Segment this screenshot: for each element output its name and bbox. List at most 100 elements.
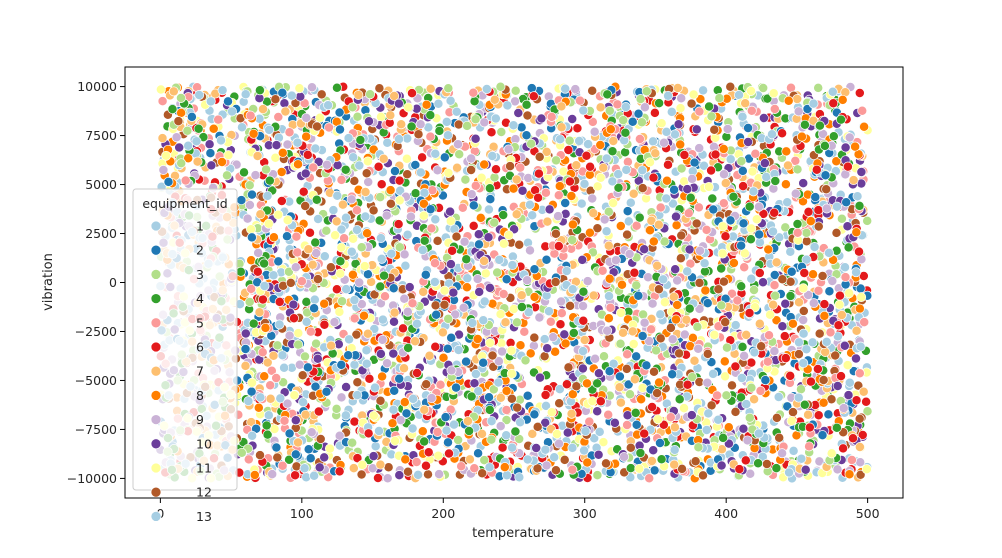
data-point [634, 134, 645, 144]
data-point [769, 346, 780, 357]
data-point [444, 448, 454, 459]
data-point [305, 227, 315, 238]
data-point [529, 264, 540, 275]
data-point [578, 346, 588, 357]
data-point [599, 351, 609, 362]
data-point [382, 473, 393, 484]
data-point [690, 456, 701, 467]
data-point [237, 122, 247, 133]
data-point [544, 306, 554, 317]
data-point [689, 157, 700, 168]
data-point [524, 199, 535, 210]
data-point [293, 339, 304, 350]
data-point [305, 326, 316, 337]
data-point [622, 156, 633, 167]
data-point [571, 160, 582, 171]
data-point [592, 181, 603, 192]
data-point [396, 119, 407, 130]
data-point [243, 454, 254, 465]
data-point [492, 267, 503, 278]
data-point [734, 90, 744, 100]
data-point [799, 268, 810, 278]
data-point [484, 282, 495, 293]
data-point [857, 105, 868, 116]
data-point [603, 240, 614, 251]
data-point [552, 429, 562, 439]
data-point [780, 298, 791, 309]
data-point [628, 188, 639, 199]
data-point [622, 229, 633, 240]
data-point [426, 223, 437, 234]
data-point [758, 83, 769, 93]
data-point [737, 111, 748, 122]
data-point [788, 445, 799, 456]
data-point [641, 86, 652, 97]
data-point [587, 85, 598, 96]
data-point [555, 319, 566, 330]
data-point [399, 293, 410, 304]
data-point [556, 296, 567, 307]
data-point [838, 443, 849, 454]
data-point [402, 169, 413, 180]
data-point [348, 463, 359, 474]
data-point [423, 469, 433, 480]
data-point [323, 100, 334, 111]
data-point [559, 454, 570, 465]
data-point [574, 136, 585, 146]
data-point [655, 202, 666, 213]
data-point [798, 306, 809, 316]
data-point [213, 114, 224, 125]
data-point [745, 234, 756, 245]
data-point [470, 114, 481, 125]
data-point [578, 315, 589, 326]
data-point [679, 150, 690, 160]
data-point [669, 459, 680, 470]
data-point [508, 120, 519, 131]
data-point [809, 242, 820, 252]
data-point [854, 303, 865, 314]
data-point [292, 137, 303, 148]
data-point [443, 130, 453, 141]
data-point [746, 357, 757, 368]
data-point [655, 309, 666, 320]
data-point [521, 130, 532, 141]
data-point [277, 350, 288, 361]
data-point [832, 381, 843, 391]
data-point [353, 90, 364, 100]
data-point [737, 341, 748, 352]
data-point [701, 425, 712, 435]
data-point [643, 272, 654, 283]
data-point [787, 318, 798, 329]
data-point [588, 290, 599, 301]
data-point [682, 184, 693, 195]
data-point [483, 204, 494, 215]
data-point [468, 87, 479, 98]
data-point [810, 192, 821, 203]
data-point [453, 345, 464, 355]
data-point [567, 114, 578, 124]
data-point [658, 274, 669, 285]
data-point [314, 462, 325, 473]
data-point [432, 235, 443, 246]
data-point [648, 172, 659, 183]
data-point [861, 396, 872, 407]
data-point [157, 96, 168, 107]
data-point [588, 208, 599, 219]
data-point [157, 133, 168, 144]
data-point [562, 427, 573, 438]
data-point [417, 426, 428, 437]
data-point [330, 230, 341, 241]
data-point [601, 226, 612, 237]
data-point [670, 129, 680, 140]
data-point [388, 404, 399, 415]
data-point [844, 288, 855, 299]
data-point [637, 383, 648, 393]
data-point [495, 421, 506, 432]
data-point [851, 353, 861, 364]
data-point [785, 291, 796, 301]
data-point [385, 110, 396, 121]
data-point [375, 395, 386, 406]
data-point [758, 113, 769, 123]
data-point [645, 157, 655, 168]
data-point [671, 220, 682, 231]
